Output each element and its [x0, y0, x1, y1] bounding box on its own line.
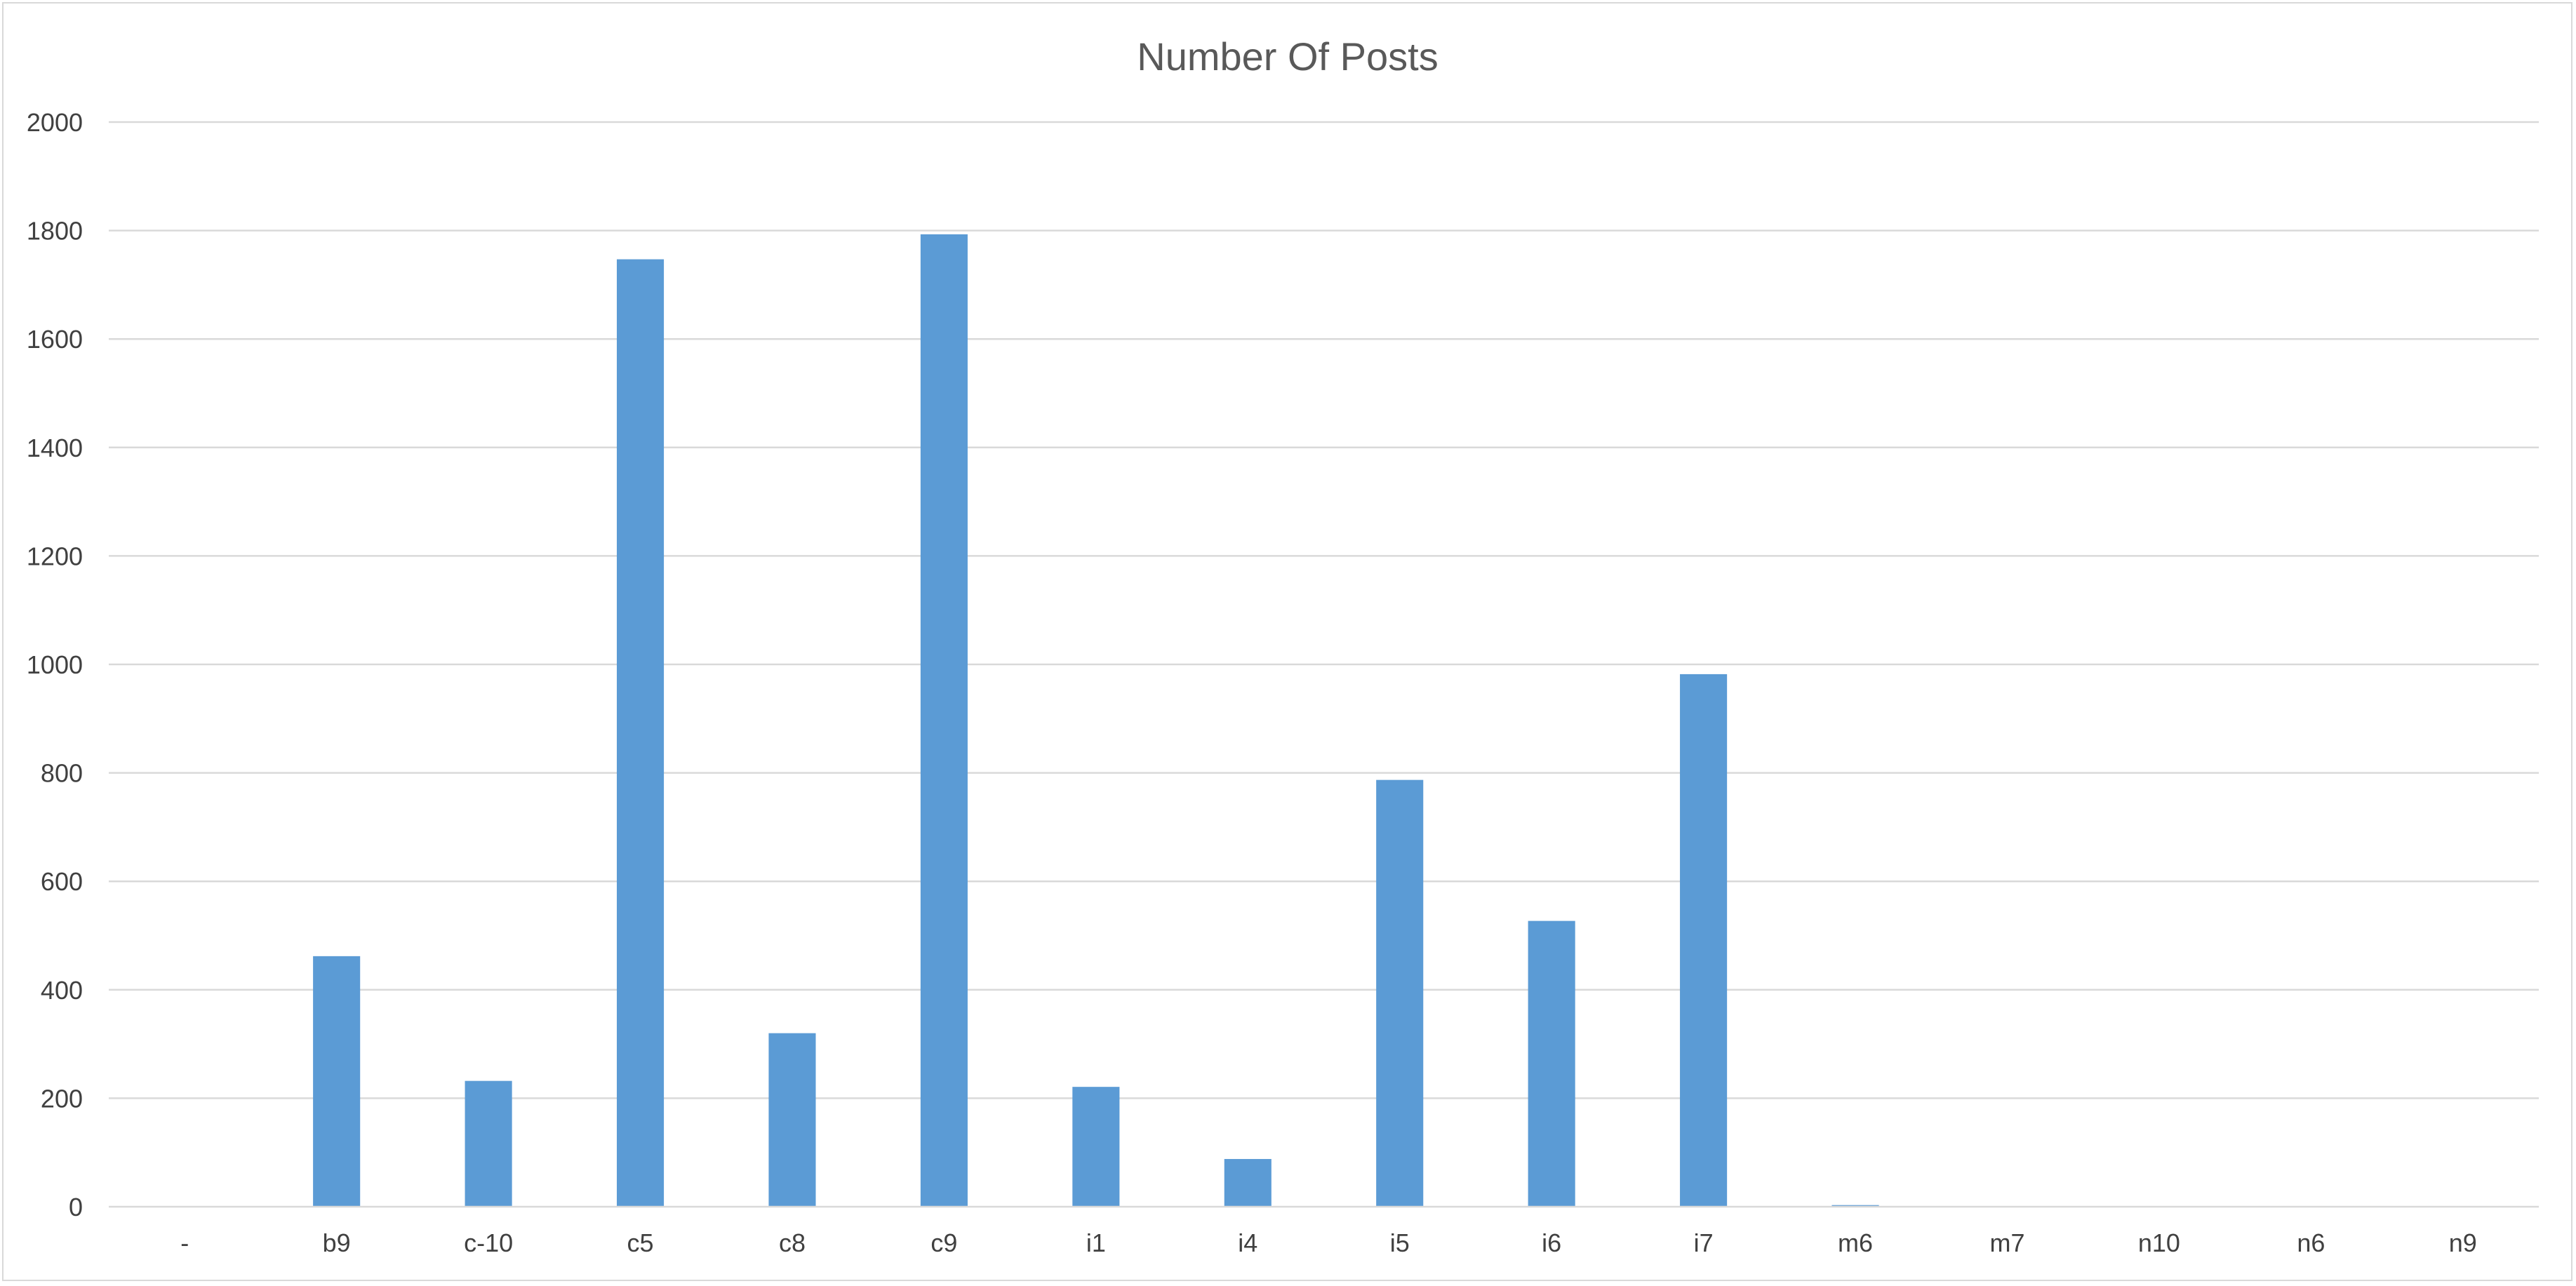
x-axis-ticks: - b9 c-10 c5 c8 c9 i1 i4 i5 i6 i7 m6 m7 n10 n6 n9 — [180, 1228, 2477, 1257]
x-tick-label: i7 — [1694, 1228, 1714, 1257]
x-tick-label: - — [180, 1228, 189, 1257]
bar-i4 — [1224, 1158, 1272, 1207]
bar-i5 — [1376, 779, 1424, 1207]
x-tick-label: n10 — [2138, 1228, 2180, 1257]
x-tick-label: i6 — [1542, 1228, 1561, 1257]
x-tick-label: c-10 — [464, 1228, 513, 1257]
bars — [313, 234, 1879, 1207]
bar-c8 — [768, 1033, 816, 1207]
x-tick-label: n9 — [2449, 1228, 2477, 1257]
y-tick-label: 1200 — [27, 542, 83, 570]
bar-b9 — [313, 956, 361, 1207]
y-tick-label: 200 — [41, 1084, 83, 1113]
x-tick-label: c9 — [930, 1228, 957, 1257]
y-tick-label: 800 — [41, 759, 83, 788]
x-tick-label: m6 — [1838, 1228, 1873, 1257]
bar-c9 — [920, 234, 968, 1207]
bar-i7 — [1680, 674, 1728, 1207]
bar-c5 — [616, 259, 665, 1207]
x-tick-label: b9 — [323, 1228, 351, 1257]
y-tick-label: 0 — [69, 1193, 83, 1221]
y-axis-ticks: 0 200 400 600 800 1000 1200 1400 1600 1800 2000 — [27, 108, 83, 1221]
y-tick-label: 1000 — [27, 650, 83, 679]
y-tick-label: 1600 — [27, 325, 83, 354]
bar-i6 — [1528, 920, 1575, 1207]
x-tick-label: i1 — [1086, 1228, 1106, 1257]
x-tick-label: c8 — [779, 1228, 806, 1257]
y-tick-label: 1400 — [27, 434, 83, 462]
x-tick-label: i5 — [1390, 1228, 1410, 1257]
gridlines — [109, 121, 2539, 1099]
chart-title: Number Of Posts — [1137, 34, 1438, 79]
x-tick-label: n6 — [2297, 1228, 2325, 1257]
x-tick-label: m7 — [1989, 1228, 2024, 1257]
y-tick-label: 2000 — [27, 108, 83, 137]
bar-i1 — [1072, 1087, 1120, 1207]
x-tick-label: c5 — [627, 1228, 654, 1257]
x-tick-label: i4 — [1238, 1228, 1257, 1257]
y-tick-label: 1800 — [27, 217, 83, 246]
bar-c-10 — [465, 1080, 512, 1207]
y-tick-label: 400 — [41, 976, 83, 1005]
y-tick-label: 600 — [41, 867, 83, 896]
